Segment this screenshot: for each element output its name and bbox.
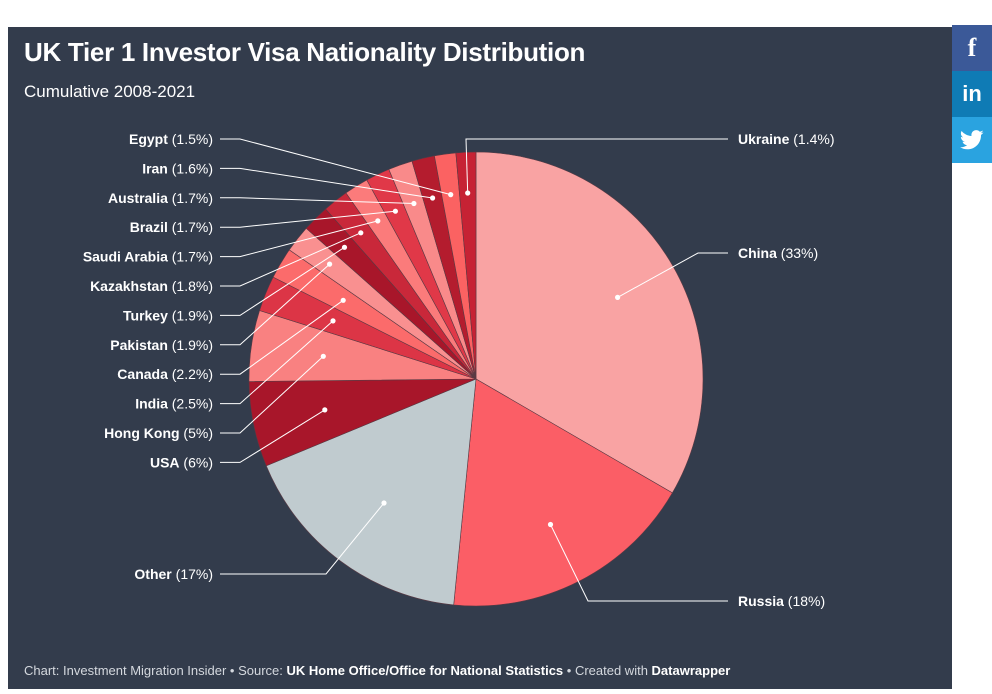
leader-line-australia [220, 197, 414, 204]
leader-line-kazakhstan [220, 232, 362, 287]
leader-line-turkey [220, 246, 345, 316]
slice-label-name: Egypt [129, 131, 168, 147]
slice-label-name: Iran [142, 160, 168, 176]
slice-label-value: (1.9%) [168, 307, 213, 323]
anchor-dot-brazil [392, 208, 398, 214]
pie-chart: China (33%) Russia (18%) Other (17%) USA (6… [83, 131, 835, 609]
twitter-share-button[interactable] [952, 117, 992, 163]
slice-label-value: (2.2%) [168, 366, 213, 382]
leader-line-russia [550, 524, 728, 602]
anchor-dot-pakistan [327, 261, 333, 267]
slice-label-kazakhstan: Kazakhstan (1.8%) [90, 278, 213, 294]
facebook-icon: f [967, 33, 977, 62]
anchor-dot-egypt [448, 192, 454, 198]
chart-subtitle: Cumulative 2008-2021 [24, 82, 196, 101]
chart-footer: Chart: Investment Migration Insider • So… [24, 663, 730, 678]
footer-created-with: • Created with [563, 663, 652, 678]
slice-label-value: (2.5%) [168, 396, 213, 412]
slice-label-canada: Canada (2.2%) [117, 366, 213, 382]
slice-label-value: (1.9%) [168, 337, 213, 353]
slice-label-name: Hong Kong [104, 425, 179, 441]
leader-line-canada [220, 299, 344, 375]
leader-line-india [220, 320, 334, 405]
anchor-dot-canada [340, 297, 346, 303]
slice-label-iran: Iran (1.6%) [142, 160, 213, 176]
pie-slice-ukraine[interactable] [455, 151, 477, 380]
leader-line-other [220, 502, 385, 575]
slice-label-value: (1.7%) [168, 190, 213, 206]
slice-label-name: USA [150, 454, 180, 470]
slice-label-name: Kazakhstan [90, 278, 168, 294]
slice-label-value: (1.4%) [789, 131, 834, 147]
slice-label-value: (5%) [180, 425, 213, 441]
leader-line-ukraine [465, 138, 728, 194]
leader-line-brazil [220, 210, 396, 228]
chart-card: UK Tier 1 Investor Visa Nationality Dist… [8, 27, 952, 689]
anchor-dot-saudi-arabia [375, 218, 381, 224]
slice-label-egypt: Egypt (1.5%) [129, 131, 213, 147]
slice-label-value: (6%) [180, 454, 213, 470]
anchor-dot-china [615, 294, 621, 300]
slice-label-ukraine: Ukraine (1.4%) [738, 131, 834, 147]
anchor-dot-iran [430, 195, 436, 201]
linkedin-icon: in [962, 81, 982, 106]
slice-label-saudi-arabia: Saudi Arabia (1.7%) [83, 249, 213, 265]
footer-source-link[interactable]: UK Home Office/Office for National Stati… [286, 663, 564, 678]
slice-label-name: Pakistan [110, 337, 168, 353]
slice-label-russia: Russia (18%) [738, 593, 825, 609]
leader-line-saudi-arabia [220, 220, 378, 258]
anchor-dot-kazakhstan [358, 230, 364, 236]
slice-label-name: Saudi Arabia [83, 249, 168, 265]
anchor-dot-hong-kong [320, 353, 326, 359]
slice-label-value: (17%) [172, 566, 213, 582]
slice-label-india: India (2.5%) [135, 396, 213, 412]
footer-chart-credit: Chart: Investment Migration Insider • So… [24, 663, 287, 678]
slice-label-name: Brazil [130, 219, 168, 235]
slice-label-name: China [738, 245, 777, 261]
slice-label-usa: USA (6%) [150, 454, 213, 470]
slice-label-value: (1.8%) [168, 278, 213, 294]
linkedin-share-button[interactable]: in [952, 71, 992, 117]
pie-slice-other[interactable] [265, 378, 477, 606]
pie-slice-china[interactable] [475, 151, 704, 494]
slice-label-value: (33%) [777, 245, 818, 261]
slice-label-name: India [135, 396, 168, 412]
chart-title: UK Tier 1 Investor Visa Nationality Dist… [24, 37, 586, 67]
slice-label-name: Canada [117, 366, 168, 382]
slice-label-value: (1.7%) [168, 219, 213, 235]
slice-label-other: Other (17%) [134, 566, 213, 582]
leader-line-usa [220, 409, 326, 463]
slice-label-australia: Australia (1.7%) [108, 190, 213, 206]
anchor-dot-india [330, 318, 336, 324]
slice-label-name: Russia [738, 593, 784, 609]
slice-label-china: China (33%) [738, 245, 818, 261]
anchor-dot-australia [411, 200, 417, 207]
leader-line-china [617, 252, 728, 298]
footer-tool-link[interactable]: Datawrapper [651, 663, 731, 678]
leader-line-iran [220, 167, 433, 199]
anchor-dot-ukraine [465, 190, 471, 196]
slice-label-turkey: Turkey (1.9%) [123, 307, 213, 323]
slice-label-brazil: Brazil (1.7%) [130, 219, 213, 235]
twitter-icon [960, 130, 984, 150]
anchor-dot-other [381, 500, 387, 506]
slice-label-name: Other [134, 566, 172, 582]
slice-label-value: (1.5%) [168, 131, 213, 147]
anchor-dot-russia [547, 521, 554, 528]
leader-line-hong-kong [220, 355, 324, 434]
leader-line-pakistan [220, 263, 330, 346]
slice-label-hong-kong: Hong Kong (5%) [104, 425, 213, 441]
slice-label-pakistan: Pakistan (1.9%) [110, 337, 213, 353]
pie-slice-russia[interactable] [453, 378, 673, 607]
anchor-dot-usa [322, 407, 328, 413]
slice-label-value: (18%) [784, 593, 825, 609]
anchor-dot-turkey [341, 244, 348, 250]
slice-label-name: Turkey [123, 307, 168, 323]
slice-label-name: Australia [108, 190, 168, 206]
facebook-share-button[interactable]: f [952, 25, 992, 71]
slice-label-value: (1.6%) [168, 160, 213, 176]
slice-label-name: Ukraine [738, 131, 790, 147]
leader-line-egypt [220, 138, 451, 196]
slice-label-value: (1.7%) [168, 249, 213, 265]
